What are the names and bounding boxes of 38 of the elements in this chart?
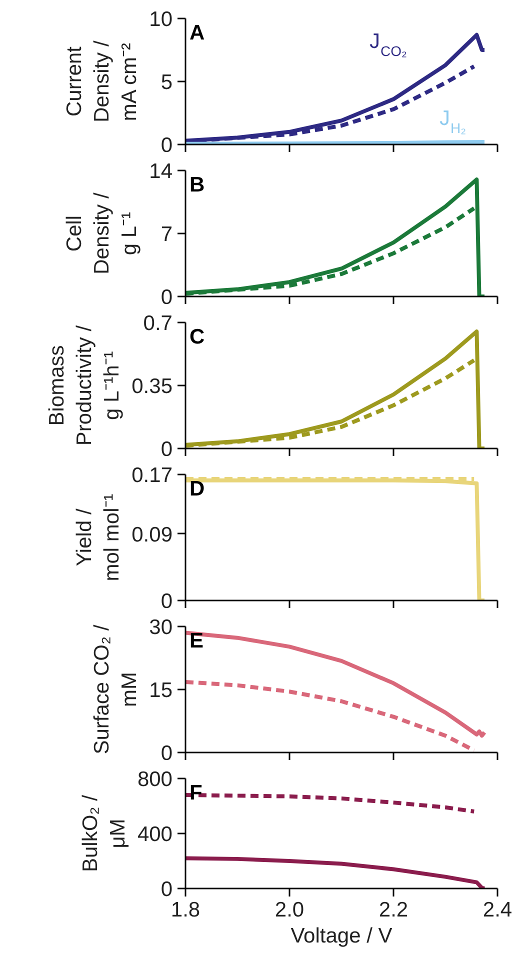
y-tick-label: 0.17 bbox=[132, 464, 173, 487]
annotation: E bbox=[190, 630, 204, 652]
x-tick-label: 2.0 bbox=[274, 898, 304, 922]
y-axis-title: Surface CO₂ / mM bbox=[90, 624, 142, 754]
y-tick-label: 14 bbox=[149, 160, 173, 183]
y-tick-label: 0 bbox=[160, 878, 173, 901]
y-tick-label: 5 bbox=[160, 71, 173, 94]
y-tick-label: 0.35 bbox=[132, 375, 173, 398]
line-series bbox=[186, 856, 486, 888]
y-axis-title: Yield / mol mol⁻¹ bbox=[73, 494, 124, 582]
x-tick-label: 1.8 bbox=[170, 898, 200, 922]
y-tick-label: 10 bbox=[149, 8, 172, 31]
y-tick-label: 0.09 bbox=[132, 523, 173, 546]
y-tick-label: 0.7 bbox=[143, 312, 173, 335]
x-tick-label: 2.4 bbox=[482, 898, 512, 922]
annotation: B bbox=[190, 174, 205, 196]
y-tick-label: 7 bbox=[160, 223, 173, 246]
y-tick-label: 800 bbox=[137, 768, 173, 791]
y-axis-title: Current Density / mA cm⁻² bbox=[62, 40, 142, 122]
line-series bbox=[186, 630, 486, 738]
y-tick-label: 30 bbox=[149, 616, 172, 639]
y-tick-label: 0 bbox=[160, 590, 173, 613]
y-tick-label: 400 bbox=[137, 823, 173, 846]
annotation: A bbox=[190, 22, 205, 44]
y-axis-title: Biomass Productivity / g L⁻¹h⁻¹ bbox=[45, 325, 124, 446]
x-axis-title: Voltage / V bbox=[290, 924, 392, 948]
annotation: F bbox=[190, 782, 202, 804]
y-tick-label: 0 bbox=[160, 438, 173, 461]
y-tick-label: 0 bbox=[160, 134, 173, 157]
annotation: C bbox=[190, 326, 205, 348]
y-axis-title: BulkO₂ / μM bbox=[78, 794, 130, 872]
y-axis-title: Cell Density / g L⁻¹ bbox=[62, 192, 142, 274]
annotation: D bbox=[190, 478, 205, 500]
y-tick-label: 0 bbox=[160, 742, 173, 765]
y-tick-label: 0 bbox=[160, 286, 173, 309]
x-tick-label: 2.2 bbox=[378, 898, 408, 922]
y-tick-label: 15 bbox=[149, 679, 172, 702]
line-series bbox=[186, 680, 476, 752]
